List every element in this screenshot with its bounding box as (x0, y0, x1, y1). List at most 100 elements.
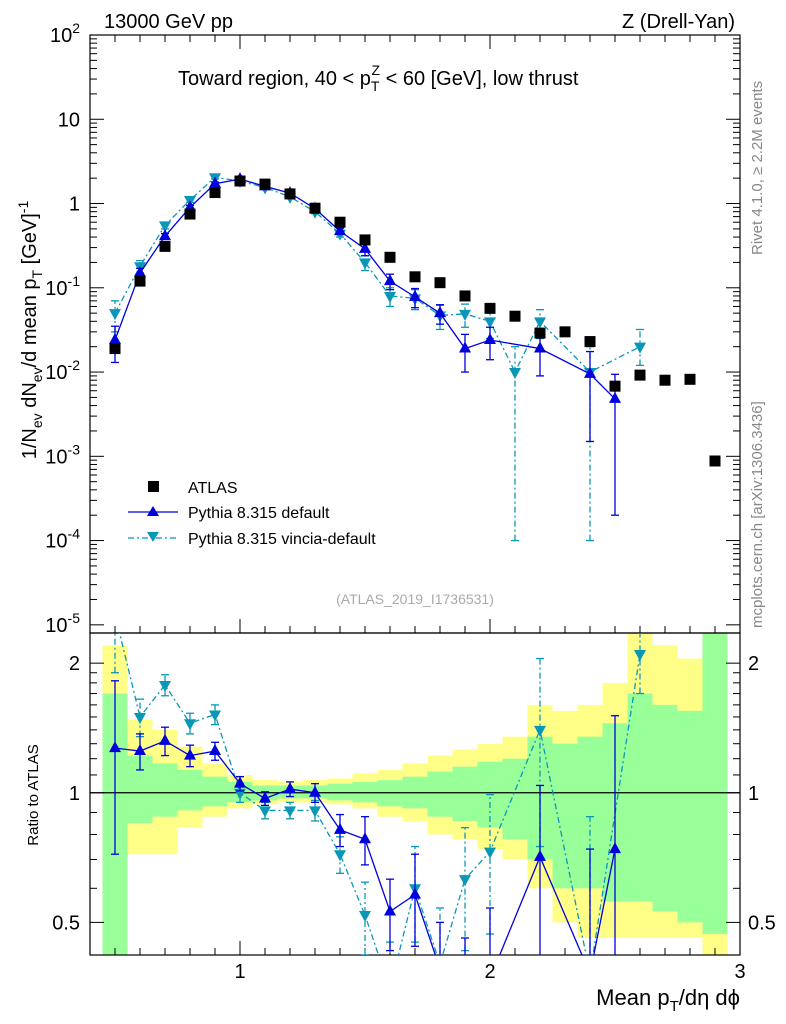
default-point-marker (384, 274, 396, 286)
legend-label-vincia: Pythia 8.315 vincia-default (188, 531, 376, 548)
default-point-marker (159, 229, 171, 241)
default-ratio-point-marker (359, 832, 371, 844)
atlas-point (334, 216, 346, 228)
default-ratio-point-marker (309, 785, 321, 797)
y-axis-label-ratio: Ratio to ATLAS (25, 744, 42, 845)
atlas-point (534, 327, 546, 339)
vincia-point-line (114, 176, 641, 374)
vincia-ratio-point-marker (534, 725, 546, 737)
vincia-ratio-point-marker (584, 970, 596, 981)
vincia-point-marker (359, 258, 371, 270)
atlas-point (134, 275, 146, 287)
analysis-id-watermark: (ATLAS_2019_I1736531) (336, 591, 494, 607)
y-tick-label-main: 10 (58, 109, 80, 131)
default-ratio-point-marker (334, 822, 346, 834)
atlas-point (184, 208, 196, 220)
x-tick-label: 1 (234, 961, 245, 983)
band-inner-bin (327, 783, 353, 801)
plot-title: Toward region, 40 < pTZ < 60 [GeV], low … (178, 62, 579, 94)
default-point-marker (534, 341, 546, 353)
atlas-point (459, 290, 471, 302)
atlas-point (359, 234, 371, 246)
default-ratio-point-marker (459, 1005, 471, 1016)
axis-ticks: 1 2 3 10-5 10-4 10-3 10-2 10-1 1 10 102 0.5 0.5 1 1 2 2 (45, 20, 776, 983)
vincia-ratio-point-marker (434, 960, 446, 971)
default-ratio-point-marker (609, 842, 621, 854)
vincia-point-marker (509, 368, 521, 380)
vincia-ratio-point-marker (134, 712, 146, 724)
vincia-ratio-point-marker (284, 806, 296, 818)
vincia-point-marker (534, 317, 546, 329)
vincia-ratio-point-marker (159, 680, 171, 692)
atlas-point (709, 455, 721, 467)
y-tick-label-main: 10-4 (45, 526, 80, 553)
atlas-point (409, 271, 421, 283)
rivet-version-label: Rivet 4.1.0, ≥ 2.2M events (749, 81, 766, 255)
y-tick-label-main: 10-2 (45, 357, 80, 384)
atlas-point (509, 310, 521, 322)
default-ratio-point-marker (259, 791, 271, 803)
title-superscript: Z (371, 62, 380, 78)
vincia-ratio-point-marker (384, 985, 396, 996)
band-inner-bin (552, 743, 578, 889)
atlas-point (584, 336, 596, 348)
legend-label-default: Pythia 8.315 default (188, 505, 330, 522)
band-inner-bin (177, 769, 203, 811)
vincia-ratio-point-marker (459, 875, 471, 887)
main-panel-series (109, 172, 721, 542)
y-tick-label-ratio-right: 2 (748, 653, 759, 675)
atlas-point (159, 240, 171, 252)
uncertainty-bands (102, 633, 728, 955)
y-tick-label-ratio-right: 0.5 (748, 912, 776, 934)
atlas-point (434, 277, 446, 289)
y-tick-label-main: 10-3 (45, 441, 80, 468)
default-ratio-point-marker (409, 887, 421, 899)
x-axis-label: Mean pT/dη dϕ (596, 985, 740, 1015)
band-inner-bin (677, 710, 703, 923)
atlas-point (309, 202, 321, 214)
legend-marker-default (147, 506, 159, 516)
svg-text:Mean pT/dη dϕ: Mean pT/dη dϕ (596, 985, 740, 1015)
vincia-point-marker (384, 291, 396, 303)
default-point-marker (209, 176, 221, 188)
atlas-point (609, 380, 621, 392)
band-inner-bin (627, 693, 653, 902)
mcplots-label: mcplots.cern.ch [arXiv:1306.3436] (749, 401, 766, 628)
y-tick-label-ratio: 2 (69, 653, 80, 675)
vincia-ratio-point-marker (484, 847, 496, 859)
default-point-marker (609, 391, 621, 403)
vincia-ratio-point-marker (184, 719, 196, 731)
default-ratio-point-marker (184, 748, 196, 760)
x-tick-label: 3 (734, 961, 745, 983)
y-tick-label-main: 102 (50, 20, 80, 47)
band-inner-bin (352, 781, 378, 803)
default-ratio-point-marker (209, 744, 221, 756)
y-tick-label-main: 10-1 (45, 273, 80, 300)
band-inner-bin (652, 704, 678, 912)
atlas-point (659, 374, 671, 386)
atlas-point (634, 369, 646, 381)
vincia-ratio-point-marker (209, 710, 221, 722)
y-tick-label-ratio: 1 (69, 783, 80, 805)
default-point-marker (334, 224, 346, 236)
default-ratio-point-marker (584, 967, 596, 978)
band-inner-bin (427, 771, 453, 817)
default-point-marker (109, 333, 121, 345)
default-point-marker (459, 341, 471, 353)
default-point-marker (409, 289, 421, 301)
default-ratio-point-marker (534, 849, 546, 861)
vincia-point-marker (159, 221, 171, 233)
band-inner-bin (702, 633, 728, 934)
vincia-point-marker (459, 309, 471, 321)
vincia-point-marker (634, 342, 646, 354)
y-tick-label-main: 10-5 (45, 610, 80, 637)
y-tick-label-ratio-right: 1 (748, 783, 759, 805)
atlas-point (484, 302, 496, 314)
default-ratio-point-marker (384, 904, 396, 916)
atlas-point (109, 343, 121, 355)
atlas-point (684, 373, 696, 385)
band-inner-bin (452, 766, 478, 821)
vincia-ratio-point-marker (334, 850, 346, 862)
vincia-ratio-point-marker (109, 610, 121, 621)
